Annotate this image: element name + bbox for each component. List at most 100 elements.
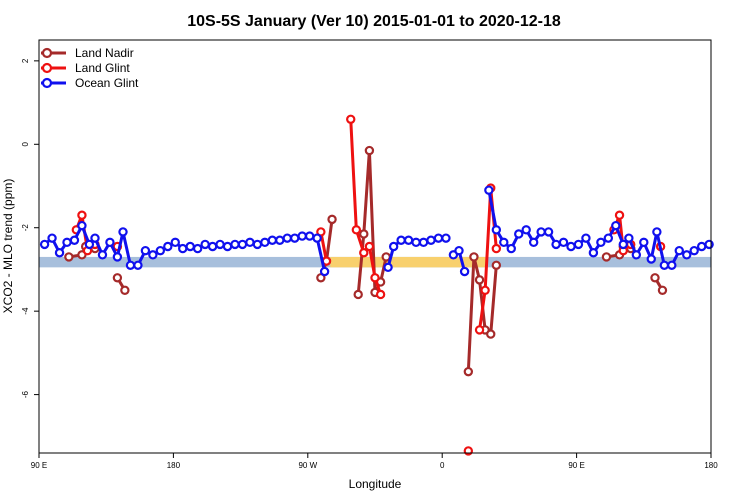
ocean-glint-point: [682, 250, 692, 260]
ocean-glint-point: [596, 237, 606, 248]
ocean-glint-point: [297, 231, 307, 241]
ocean-glint-point: [304, 231, 315, 241]
ocean-glint-point: [148, 250, 158, 260]
ocean-glint-point: [441, 233, 451, 243]
ocean-glint-point: [245, 237, 255, 248]
land-glint-point: [77, 210, 87, 220]
land-glint-point: [359, 248, 369, 258]
plot-area: [39, 114, 714, 456]
y-tick-label: 2: [21, 58, 30, 63]
legend-label-ocean-glint: Ocean Glint: [75, 76, 139, 90]
ocean-glint-point: [396, 235, 406, 245]
land-nadir-point: [359, 229, 369, 239]
x-tick-label: 0: [440, 461, 445, 470]
ocean-glint-point: [383, 262, 393, 273]
ocean-glint-point: [659, 260, 670, 270]
land-highlight-band: [330, 256, 487, 268]
chart-title: 10S-5S January (Ver 10) 2015-01-01 to 20…: [187, 13, 561, 30]
ocean-glint-point: [105, 237, 115, 248]
ocean-glint-point: [155, 245, 166, 256]
land-glint-point: [491, 243, 502, 254]
y-tick-label: -6: [21, 390, 30, 398]
ocean-glint-point: [77, 220, 87, 231]
ocean-glint-point: [454, 245, 464, 256]
legend-item-land-glint: Land Glint: [41, 61, 130, 75]
land-nadir-point: [650, 273, 660, 283]
legend-label-land-glint: Land Glint: [75, 61, 130, 75]
ocean-glint-point: [411, 237, 421, 248]
ocean-glint-point: [543, 227, 554, 237]
ocean-glint-point: [639, 237, 649, 248]
ocean-glint-point: [200, 239, 210, 250]
ocean-glint-point: [170, 237, 180, 248]
ocean-glint-point: [667, 260, 677, 270]
legend-marker-land-nadir: [41, 47, 53, 59]
ocean-glint-point: [573, 239, 584, 250]
ocean-glint-point: [267, 235, 278, 245]
land-nadir-point: [112, 273, 123, 283]
ocean-glint-point: [499, 237, 509, 248]
x-tick-label: 180: [167, 461, 181, 470]
plot-frame: [38, 39, 712, 454]
ocean-glint-point: [631, 250, 642, 260]
land-nadir-point: [469, 252, 479, 262]
ocean-glint-point: [90, 233, 100, 243]
ocean-glint-point: [491, 225, 502, 235]
x-tick-label: 90 W: [298, 461, 317, 470]
ocean-glint-point: [426, 235, 436, 245]
ocean-glint-series: [39, 185, 714, 277]
ocean-glint-point: [624, 233, 634, 243]
land-nadir-point: [64, 252, 74, 262]
ocean-glint-point: [282, 233, 292, 243]
ocean-glint-point: [290, 233, 300, 243]
land-nadir-point: [657, 285, 668, 296]
ocean-glint-point: [185, 241, 195, 252]
x-axis: 90 E 180 90 W 0 90 E 180: [31, 453, 718, 470]
y-axis: 2 0 -2 -4 -6: [21, 58, 39, 398]
ocean-glint-point: [69, 235, 80, 245]
ocean-glint-point: [566, 241, 576, 252]
ocean-glint-point: [433, 233, 444, 243]
ocean-glint-point: [118, 227, 128, 237]
ocean-glint-point: [133, 260, 143, 270]
ocean-glint-point: [588, 248, 599, 258]
x-axis-label: Longitude: [349, 477, 402, 491]
ocean-glint-point: [536, 227, 546, 237]
land-glint-point: [370, 273, 380, 283]
land-glint-line: [319, 230, 328, 263]
land-glint-point: [474, 325, 485, 335]
ocean-glint-point: [252, 239, 263, 250]
ocean-glint-point: [403, 235, 414, 245]
land-glint-point: [364, 241, 375, 252]
land-glint-point: [346, 114, 356, 124]
ocean-glint-point: [39, 239, 50, 250]
y-tick-label: 0: [21, 142, 30, 147]
ocean-glint-point: [674, 245, 684, 256]
land-nadir-point: [491, 260, 502, 270]
legend-marker-ocean-glint: [41, 77, 53, 89]
ocean-glint-point: [704, 239, 714, 250]
land-nadir-point: [364, 145, 375, 156]
ocean-glint-point: [618, 239, 628, 250]
ocean-glint-point: [178, 243, 188, 254]
ocean-glint-point: [84, 239, 95, 250]
ocean-glint-point: [163, 241, 173, 252]
y-tick-label: -4: [21, 307, 30, 315]
ocean-glint-point: [689, 245, 699, 256]
land-glint-point: [480, 285, 490, 296]
ocean-glint-point: [54, 248, 65, 258]
ocean-glint-point: [418, 237, 429, 248]
ocean-glint-point: [388, 241, 399, 252]
legend-label-land-nadir: Land Nadir: [75, 46, 134, 60]
ocean-glint-point: [696, 241, 707, 252]
ocean-glint-point: [514, 229, 524, 239]
ocean-glint-point: [230, 239, 240, 250]
legend-marker-land-glint: [41, 62, 53, 74]
ocean-glint-point: [275, 235, 285, 245]
ocean-glint-point: [551, 239, 561, 250]
legend-item-land-nadir: Land Nadir: [41, 46, 134, 60]
land-nadir-point: [486, 329, 496, 339]
ocean-glint-point: [140, 245, 151, 256]
